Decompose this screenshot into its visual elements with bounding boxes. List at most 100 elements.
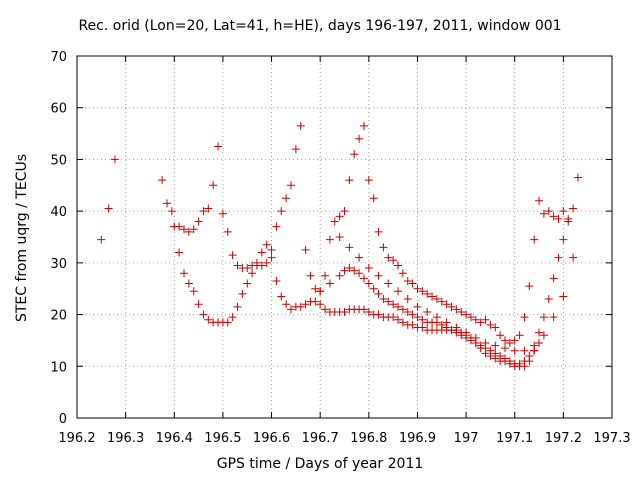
data-point	[398, 318, 407, 327]
x-tick-label: 196.9	[399, 431, 436, 446]
data-point	[554, 253, 563, 262]
data-point	[432, 313, 441, 322]
data-point	[384, 253, 393, 262]
data-point	[321, 271, 330, 280]
data-point	[277, 292, 286, 301]
data-point	[408, 279, 417, 288]
x-axis-label: GPS time / Days of year 2011	[216, 456, 424, 472]
data-point	[501, 336, 509, 345]
data-point	[359, 305, 368, 314]
data-point	[379, 243, 388, 252]
data-point	[389, 313, 398, 322]
x-tick-label: 196.3	[107, 431, 144, 446]
data-point	[408, 320, 417, 329]
data-point	[544, 207, 553, 216]
data-point	[252, 258, 261, 267]
data-point	[374, 227, 383, 236]
chart-title: Rec. orid (Lon=20, Lat=41, h=HE), days 1…	[78, 18, 562, 34]
data-point	[515, 331, 524, 340]
data-point	[535, 339, 544, 348]
x-tick-label: 197.2	[545, 431, 582, 446]
data-point	[466, 313, 475, 322]
x-tick-label: 196.2	[58, 431, 95, 446]
y-tick-label: 70	[50, 50, 67, 65]
x-tick-label: 197	[454, 431, 479, 446]
data-point	[330, 217, 339, 226]
data-point	[228, 251, 237, 260]
data-point	[374, 289, 383, 298]
data-point	[374, 271, 383, 280]
data-point	[437, 320, 446, 329]
data-point	[104, 204, 113, 213]
data-point	[345, 176, 354, 185]
data-point	[345, 243, 354, 252]
data-point	[267, 253, 276, 262]
data-point	[364, 307, 373, 316]
data-point	[340, 307, 349, 316]
data-point	[355, 134, 364, 143]
data-point	[452, 305, 461, 314]
y-tick-label: 20	[50, 309, 67, 324]
data-point	[184, 279, 193, 288]
data-point	[194, 300, 203, 309]
data-point	[175, 248, 184, 257]
data-point	[462, 310, 471, 319]
data-point	[199, 310, 208, 319]
data-point	[223, 318, 232, 327]
data-point	[530, 235, 539, 244]
data-point	[423, 289, 432, 298]
data-point	[291, 145, 300, 154]
data-point	[272, 222, 281, 231]
data-point	[311, 297, 320, 306]
data-point	[520, 313, 529, 322]
data-point	[539, 209, 548, 218]
data-point	[238, 289, 247, 298]
data-point	[549, 313, 558, 322]
data-points	[97, 121, 582, 371]
data-point	[282, 194, 291, 203]
data-point	[199, 207, 208, 216]
x-tick-label: 196.8	[350, 431, 387, 446]
data-point	[457, 331, 466, 340]
data-point	[158, 176, 167, 185]
data-point	[340, 207, 349, 216]
data-point	[316, 300, 325, 309]
data-point	[486, 346, 495, 355]
data-point	[549, 212, 558, 221]
data-point	[573, 173, 582, 182]
data-point	[544, 295, 553, 304]
data-point	[476, 318, 485, 327]
data-point	[569, 253, 578, 262]
data-point	[481, 315, 490, 324]
data-point	[321, 305, 330, 314]
data-point	[447, 326, 456, 335]
x-tick-label: 196.7	[302, 431, 339, 446]
x-tick-label: 196.6	[253, 431, 290, 446]
x-tick-label: 197.3	[593, 431, 630, 446]
data-point	[491, 341, 500, 350]
data-point	[447, 302, 456, 311]
data-point	[496, 351, 505, 360]
data-point	[287, 305, 295, 314]
data-point	[403, 295, 412, 304]
data-point	[282, 300, 291, 309]
data-point	[180, 269, 188, 278]
data-point	[374, 310, 383, 319]
data-point	[539, 331, 548, 340]
y-tick-label: 0	[59, 412, 67, 427]
data-point	[462, 328, 471, 337]
data-point	[267, 245, 276, 254]
data-point	[359, 274, 368, 283]
data-point	[389, 256, 398, 265]
data-point	[364, 279, 373, 288]
data-point	[316, 287, 325, 296]
data-point	[491, 349, 500, 358]
y-tick-label: 30	[50, 257, 67, 272]
y-axis-label: STEC from uqrg / TECUs	[14, 153, 30, 323]
data-point	[398, 305, 407, 314]
x-tick-label: 196.4	[156, 431, 193, 446]
data-point	[418, 287, 427, 296]
data-point	[335, 212, 344, 221]
data-point	[535, 196, 544, 205]
data-point	[525, 351, 534, 360]
